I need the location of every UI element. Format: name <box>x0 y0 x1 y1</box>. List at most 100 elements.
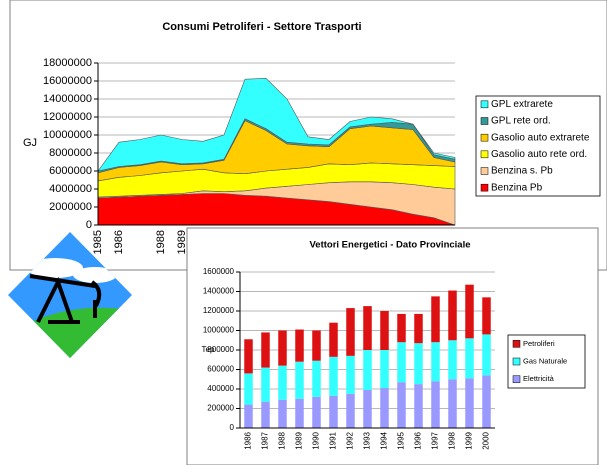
bar-segment <box>295 329 304 362</box>
bar-segment <box>278 330 287 366</box>
bar-segment <box>431 381 440 428</box>
bar-segment <box>278 365 287 400</box>
legend-swatch <box>480 100 489 109</box>
bar-segment <box>397 382 406 428</box>
x-tick-label: 1989 <box>176 230 188 254</box>
legend-label: Benzina Pb <box>491 182 543 193</box>
legend-label: Gasolio auto rete ord. <box>491 149 587 160</box>
x-tick-label: 1996 <box>414 431 423 449</box>
legend-box <box>507 334 586 389</box>
x-tick-label: 1990 <box>312 431 321 449</box>
legend-swatch <box>512 357 521 366</box>
legend-label: Gas Naturale <box>523 356 567 365</box>
y-tick-label: 4000000 <box>49 183 92 195</box>
legend-label: Gasolio auto extrarete <box>491 132 590 143</box>
bar-segment <box>346 393 355 428</box>
bar-segment <box>244 404 253 428</box>
x-tick-label: 1986 <box>113 230 125 254</box>
bar-segment <box>482 334 491 376</box>
y-tick-label: 10000000 <box>43 129 92 141</box>
x-tick-label: 1989 <box>295 431 304 449</box>
y-tick-label: 800000 <box>207 345 234 354</box>
y-tick-label: 0 <box>86 219 92 231</box>
y-tick-label: 1200000 <box>203 306 235 315</box>
bar-segment <box>312 330 321 361</box>
legend-swatch <box>512 375 521 383</box>
icon-cloud <box>73 267 117 283</box>
y-tick-label: 600000 <box>207 365 234 374</box>
bar-segment <box>363 389 372 428</box>
bar-segment <box>397 342 406 383</box>
x-tick-label: 1987 <box>261 431 270 449</box>
bar-segment <box>312 396 321 428</box>
x-tick-label: 1986 <box>244 431 253 449</box>
bar-segment <box>482 297 491 335</box>
icon-pump <box>29 274 102 324</box>
bar-segment <box>244 339 253 374</box>
icon-cloud <box>27 258 83 278</box>
bar-segment <box>448 379 457 428</box>
bar-segment <box>465 284 474 339</box>
legend-swatch <box>480 167 489 175</box>
y-tick-label: 16000000 <box>43 75 92 87</box>
y-tick-label: 1400000 <box>203 287 235 296</box>
x-tick-label: 1993 <box>363 431 372 449</box>
legend-label: Elettricità <box>523 374 555 383</box>
y-tick-label: 200000 <box>207 404 234 413</box>
y-tick-label: 0 <box>230 423 235 432</box>
bar-segment <box>346 355 355 394</box>
x-tick-label: 1988 <box>278 431 287 449</box>
bar-segment <box>312 360 321 397</box>
y-tick-label: 8000000 <box>49 147 92 159</box>
x-tick-label: 1998 <box>448 431 457 449</box>
x-tick-label: 1985 <box>92 230 104 254</box>
x-tick-label: 1997 <box>431 431 440 449</box>
legend-label: GPL extrarete <box>491 99 553 110</box>
bar-segment <box>261 367 270 402</box>
chart-fuel-transport: Consumi Petroliferi - Settore Trasporti G… <box>9 0 607 271</box>
y-tick-label: 2000000 <box>49 201 92 213</box>
bar-segment <box>448 340 457 380</box>
bar-segment <box>414 384 423 428</box>
bar-segment <box>329 356 338 396</box>
bar-segment <box>261 332 270 368</box>
legend-swatch <box>512 340 521 348</box>
x-tick-label: 1994 <box>380 431 389 449</box>
y-axis-label: Tep <box>202 345 215 354</box>
chart-energy-vectors: Vettori Energetici - Dato Provinciale Tep… <box>186 227 599 465</box>
bar-segment <box>448 290 457 341</box>
x-tick-label: 1999 <box>465 431 474 449</box>
bar-segment <box>244 373 253 405</box>
bar-segment <box>414 313 423 344</box>
bar-segment <box>346 308 355 356</box>
bar-segment <box>363 350 372 390</box>
legend-swatch <box>480 150 489 159</box>
x-tick-label: 1992 <box>346 431 355 449</box>
bar-segment <box>329 395 338 428</box>
legend-label: GPL rete ord. <box>491 116 551 127</box>
legend-label: Petroliferi <box>523 339 555 348</box>
bar-segment <box>295 398 304 428</box>
bar-segment <box>295 361 304 399</box>
bar-segment <box>380 311 389 350</box>
chart-title: Consumi Petroliferi - Settore Trasporti <box>162 21 361 33</box>
y-axis-label: GJ <box>23 137 37 149</box>
bar-segment <box>380 350 389 389</box>
bar-segment <box>329 322 338 357</box>
y-tick-label: 18000000 <box>43 57 92 69</box>
bar-segment <box>414 343 423 385</box>
y-tick-label: 1000000 <box>203 326 235 335</box>
legend-swatch <box>480 117 489 125</box>
bar-segment <box>482 375 491 428</box>
legend-box <box>475 95 601 197</box>
bar-segment <box>261 401 270 428</box>
x-tick-label: 1995 <box>397 431 406 449</box>
x-tick-label: 2000 <box>482 431 491 449</box>
legend-label: Benzina s. Pb <box>491 166 553 177</box>
bar-segment <box>465 378 474 428</box>
bar-segment <box>397 313 406 343</box>
area-series <box>97 77 456 172</box>
legend-swatch <box>480 183 489 192</box>
chart-title: Vettori Energetici - Dato Provinciale <box>309 240 470 251</box>
